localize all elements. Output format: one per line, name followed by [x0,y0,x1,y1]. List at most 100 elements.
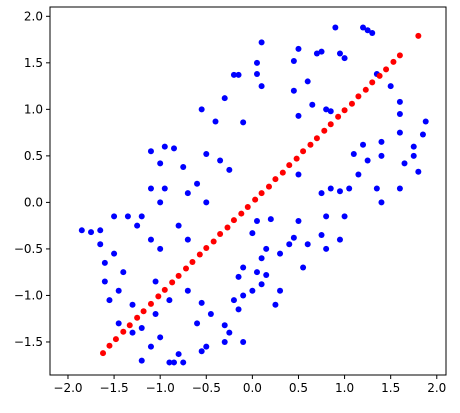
point [336,188,343,195]
point [203,244,210,251]
point [198,348,205,355]
point [217,157,224,164]
x-tick-label: 0.0 [243,381,262,395]
point [147,300,154,307]
point [277,287,284,294]
point [207,311,214,318]
point [321,127,328,134]
point [336,50,343,57]
point [101,278,108,285]
point [253,269,260,276]
point [194,320,201,327]
point [378,152,385,159]
point [230,297,237,304]
plot-frame [49,6,447,376]
point [401,160,408,167]
point [217,231,224,238]
point [396,129,403,136]
point [396,52,403,59]
point [300,148,307,155]
point [112,336,119,343]
point [138,325,145,332]
x-tick-label: 0.5 [289,381,308,395]
point [175,222,182,229]
point [249,287,256,294]
point [300,264,307,271]
point [115,320,122,327]
point [138,213,145,220]
point [126,322,133,329]
point [396,111,403,118]
point [175,351,182,358]
point [348,100,355,107]
point [171,145,178,152]
point [171,359,178,366]
point [272,301,279,308]
point [313,135,320,142]
point [147,343,154,350]
point [323,106,330,113]
point [355,171,362,178]
point [235,71,242,78]
point [97,241,104,248]
point [362,86,369,93]
point [157,160,164,167]
point [240,338,247,345]
point [258,39,265,46]
point [166,359,173,366]
point [327,185,334,192]
point [161,185,168,192]
point [115,287,122,294]
point [129,301,136,308]
point [210,238,217,245]
point [184,236,191,243]
point [390,58,397,65]
point [327,121,334,128]
point [203,199,210,206]
point [184,190,191,197]
point [198,299,205,306]
y-tick-label: 0.0 [24,195,43,209]
point [97,227,104,234]
point [396,185,403,192]
point [124,213,131,220]
point [230,71,237,78]
point [360,141,367,148]
x-tick-label: 1.0 [335,381,354,395]
point [182,265,189,272]
y-tick-label: 0.5 [24,149,43,163]
point [161,143,168,150]
x-tick-label: −1.5 [100,381,129,395]
point [140,308,147,315]
y-tick-label: 1.5 [24,56,43,70]
y-tick-label: −0.5 [14,242,43,256]
point [189,258,196,265]
point [253,59,260,66]
point [263,271,270,278]
point [106,297,113,304]
point [180,359,187,366]
point [147,236,154,243]
point [332,24,339,31]
point [396,98,403,105]
point [147,148,154,155]
point [295,112,302,119]
point [134,314,141,321]
point [147,185,154,192]
point [249,230,256,237]
point [166,297,173,304]
point [155,293,162,300]
point [240,264,247,271]
point [244,204,251,211]
point [318,190,325,197]
point [226,166,233,173]
point [138,357,145,364]
point [184,287,191,294]
point [335,113,342,120]
point [373,185,380,192]
point [410,143,417,150]
point [383,66,390,73]
point [364,157,371,164]
point [212,118,219,125]
point [238,210,245,217]
